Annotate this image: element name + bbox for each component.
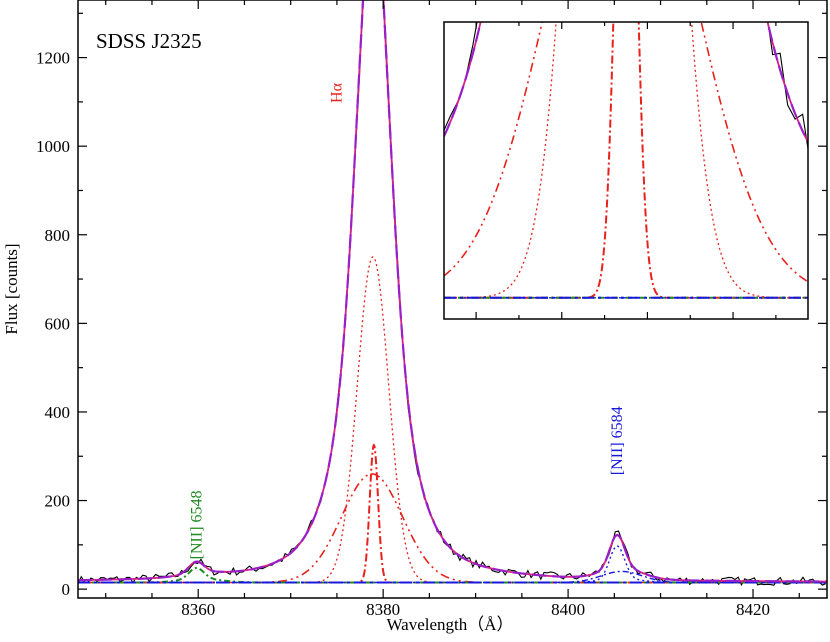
- inset-plot-area: [443, 21, 809, 320]
- y-tick-label: 1000: [36, 137, 70, 156]
- plot-frame: [77, 0, 828, 599]
- y-tick-label: 1200: [36, 49, 70, 68]
- annotation-1: [NII] 6548: [188, 490, 205, 559]
- y-tick-label: 600: [45, 314, 71, 333]
- x-axis-label: Wavelength（Å）: [386, 615, 513, 634]
- annotation-0: Hα: [329, 82, 346, 103]
- x-tick-label: 8360: [181, 600, 215, 619]
- inset-background: [444, 22, 808, 319]
- chart-title: SDSS J2325: [96, 29, 202, 53]
- y-axis-label: Flux [counts]: [2, 243, 21, 334]
- y-tick-label: 200: [45, 492, 71, 511]
- total-fit-dashed-line: [78, 0, 827, 583]
- x-tick-label: 8400: [551, 600, 585, 619]
- x-tick-label: 8420: [736, 600, 770, 619]
- inset-halpha-mid-component-line: [444, 22, 808, 299]
- x-tick-label: 8380: [366, 600, 400, 619]
- inset-halpha-wide-component-line: [444, 22, 808, 282]
- annotation-2: [NII] 6584: [609, 406, 626, 475]
- y-tick-label: 800: [45, 226, 71, 245]
- y-tick-label: 400: [45, 403, 71, 422]
- inset-frame: [443, 21, 809, 320]
- y-tick-label: 0: [62, 580, 71, 599]
